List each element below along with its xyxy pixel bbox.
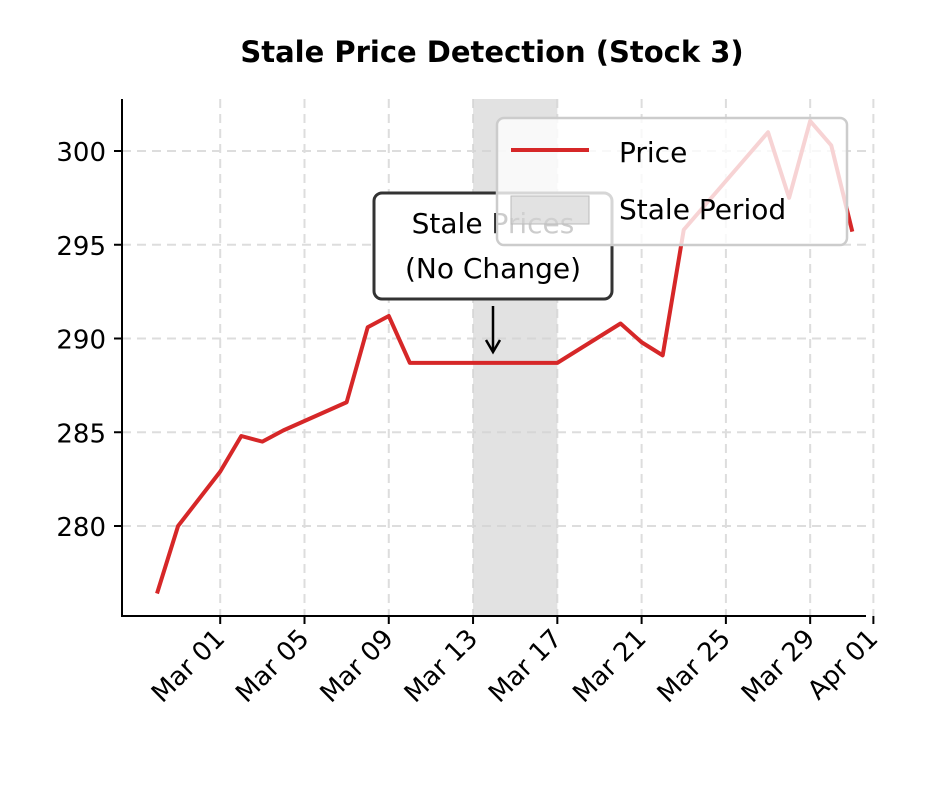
x-tick-label: Mar 13 <box>399 624 484 709</box>
y-tick-label: 300 <box>56 138 106 168</box>
x-tick-label: Mar 21 <box>567 624 652 709</box>
x-tick-label: Mar 09 <box>315 624 400 709</box>
annotation-line2: (No Change) <box>405 252 581 285</box>
y-ticks: 280 285 290 295 300 <box>56 138 122 543</box>
legend-price-label: Price <box>619 136 687 169</box>
x-tick-label: Mar 29 <box>736 624 821 709</box>
y-tick-label: 295 <box>56 232 106 262</box>
x-tick-label: Mar 05 <box>230 624 315 709</box>
x-tick-label: Mar 17 <box>483 624 568 709</box>
y-tick-label: 285 <box>56 419 106 449</box>
y-tick-label: 290 <box>56 326 106 356</box>
legend-stale-swatch <box>511 196 589 224</box>
chart-title: Stale Price Detection (Stock 3) <box>240 35 743 69</box>
x-tick-label: Apr 01 <box>802 624 884 706</box>
x-tick-label: Mar 25 <box>652 624 737 709</box>
x-tick-label: Mar 01 <box>146 624 231 709</box>
legend-stale-label: Stale Period <box>619 193 786 226</box>
y-tick-label: 280 <box>56 513 106 543</box>
legend: Price Stale Period <box>497 118 847 245</box>
